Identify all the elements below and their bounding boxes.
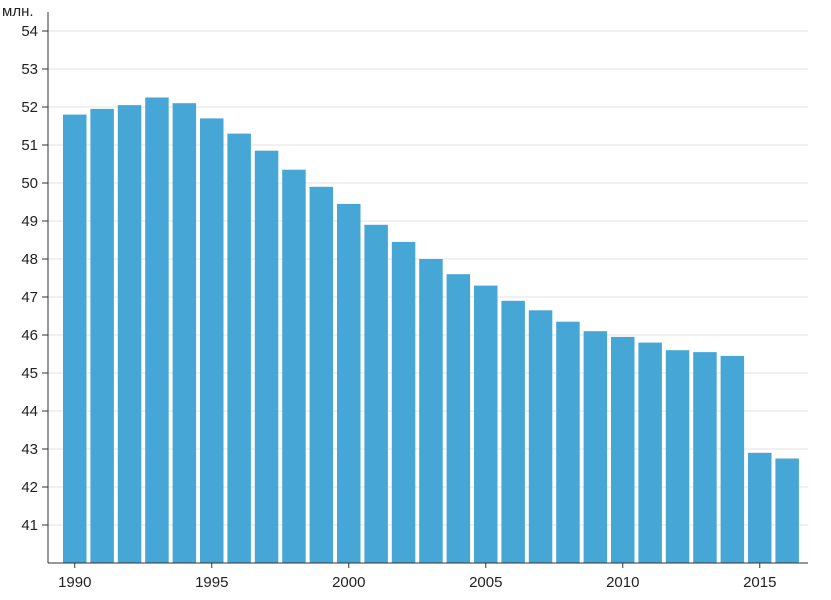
bar-2008 — [556, 321, 580, 563]
y-axis-ticks: 41 42 43 44 45 46 47 48 49 50 51 52 53 54 — [21, 23, 48, 534]
y-tick-label: 43 — [21, 441, 38, 458]
bar-2014 — [720, 355, 745, 563]
bar-2004 — [446, 274, 471, 563]
y-tick-label: 50 — [21, 175, 38, 192]
y-tick-label: 42 — [21, 479, 38, 496]
bar-2005 — [474, 285, 498, 563]
bar-2013 — [693, 352, 717, 563]
x-tick-label: 2015 — [743, 574, 776, 591]
y-tick-label: 41 — [21, 517, 38, 534]
x-tick-label: 1990 — [58, 574, 91, 591]
bars — [63, 97, 799, 564]
bar-1997 — [254, 150, 279, 563]
y-unit-label: млн. — [2, 3, 34, 20]
y-tick-label: 47 — [21, 289, 38, 306]
x-tick-label: 1995 — [195, 574, 228, 591]
bar-1993 — [145, 97, 169, 563]
bar-2000 — [337, 203, 361, 563]
x-tick-label: 2000 — [332, 574, 365, 591]
y-tick-label: 45 — [21, 365, 38, 382]
bar-1990 — [63, 114, 87, 563]
y-tick-label: 49 — [21, 213, 38, 230]
bar-2011 — [638, 342, 662, 563]
bar-2009 — [583, 331, 608, 563]
bar-1992 — [117, 105, 142, 563]
x-tick-label: 2005 — [469, 574, 502, 591]
bar-2001 — [364, 224, 388, 564]
y-tick-label: 48 — [21, 251, 38, 268]
bar-1999 — [309, 186, 334, 564]
bar-2010 — [611, 336, 635, 563]
y-tick-label: 54 — [21, 23, 38, 40]
bar-1996 — [227, 133, 251, 563]
bar-1995 — [200, 118, 224, 564]
x-tick-label: 2010 — [606, 574, 639, 591]
y-tick-label: 53 — [21, 61, 38, 78]
y-tick-label: 46 — [21, 327, 38, 344]
bar-2006 — [501, 300, 525, 563]
bar-1991 — [90, 108, 114, 564]
x-axis-ticks: 1990 1995 2000 2005 2010 2015 — [58, 563, 776, 591]
y-tick-label: 44 — [21, 403, 38, 420]
bar-2007 — [528, 310, 553, 563]
bar-2012 — [665, 350, 690, 563]
bar-2003 — [419, 259, 443, 563]
bar-2015 — [748, 452, 772, 563]
y-tick-label: 52 — [21, 99, 38, 116]
bar-1994 — [172, 103, 197, 563]
bar-1998 — [282, 169, 306, 563]
bar-2016 — [775, 458, 799, 563]
bar-2002 — [391, 241, 416, 563]
axes — [47, 12, 808, 564]
y-tick-label: 51 — [21, 137, 38, 154]
